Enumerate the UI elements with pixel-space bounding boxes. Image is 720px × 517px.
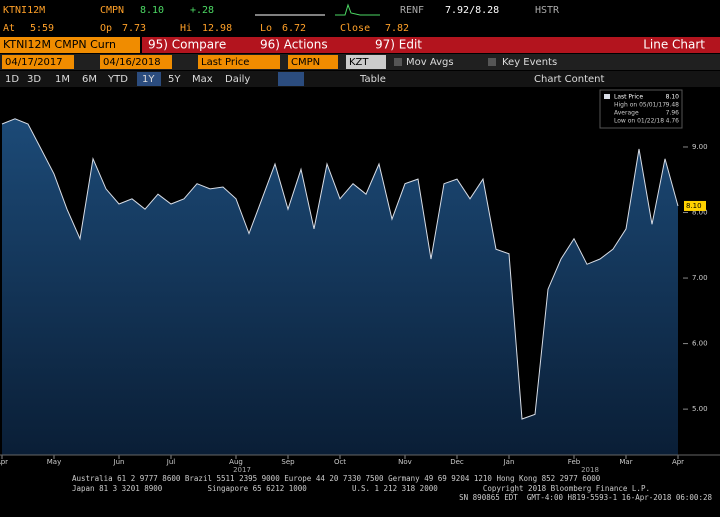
- x-tick-label: Dec: [450, 458, 464, 466]
- source: CMPN: [291, 57, 320, 68]
- price: 8.10: [140, 5, 164, 16]
- x-tick-label: Feb: [568, 458, 581, 466]
- security: KTNI12M CMPN Curn: [3, 38, 116, 51]
- hstr: HSTR: [535, 5, 560, 16]
- currency: KZT: [349, 57, 369, 68]
- x-tick-label: Aug: [229, 458, 243, 466]
- checkbox[interactable]: [488, 58, 496, 66]
- price-line: [1, 118, 679, 420]
- last-price-tag: [684, 200, 706, 211]
- change: +.28: [190, 5, 214, 16]
- key-events[interactable]: Key Events: [502, 57, 557, 68]
- field: CMPN: [100, 5, 124, 16]
- y-tick-label: 9.00: [692, 143, 708, 151]
- currency-box[interactable]: [346, 55, 386, 69]
- toolbar: [142, 37, 720, 53]
- legend-value: 8.10: [666, 94, 680, 101]
- area: [2, 118, 678, 456]
- y-tick-label: 8.00: [692, 209, 708, 217]
- footer-line: Australia 61 2 9777 8600 Brazil 5511 239…: [72, 474, 601, 483]
- hi: 12.98: [202, 23, 232, 34]
- legend-stat: High on 05/01/17: [614, 102, 666, 109]
- x-tick-label: Jun: [113, 458, 125, 466]
- footer-line: Japan 81 3 3201 8900 Singapore 65 6212 1…: [72, 484, 650, 493]
- active-period: [137, 72, 161, 86]
- end: 04/16/2018: [103, 57, 161, 68]
- legend-swatch: [604, 94, 610, 99]
- close: 7.82: [385, 23, 409, 34]
- sparkline: [335, 3, 380, 16]
- source-box[interactable]: [288, 55, 338, 69]
- period-button[interactable]: Max: [192, 74, 213, 85]
- legend-stat-value: 9.48: [666, 102, 680, 109]
- legend: [599, 89, 683, 129]
- footer-line: SN 890865 EDT GMT-4:00 H819-5593-1 16-Ap…: [459, 493, 712, 502]
- period-row: [0, 71, 720, 87]
- mov-avgs[interactable]: Mov Avgs: [406, 57, 454, 68]
- legend-stat: Average: [614, 110, 639, 117]
- start: 04/17/2017: [5, 57, 63, 68]
- y-tick-label: 7.00: [692, 274, 708, 282]
- year-label: 2017: [233, 466, 251, 474]
- x-tick-label: Jul: [166, 458, 176, 466]
- legend-stat-value: 7.96: [666, 110, 680, 117]
- lo: 6.72: [282, 23, 306, 34]
- x-tick-label: Nov: [398, 458, 412, 466]
- renf: 7.92/8.28: [445, 5, 499, 16]
- x-tick-label: Oct: [334, 458, 346, 466]
- time: 5:59: [30, 23, 54, 34]
- last-price-label: 8.10: [686, 202, 702, 210]
- security-box[interactable]: [0, 37, 140, 53]
- y-tick-label: 5.00: [692, 405, 708, 413]
- period-button[interactable]: 1D: [5, 74, 19, 85]
- x-tick-label: May: [47, 458, 61, 466]
- period-button[interactable]: 6M: [82, 74, 97, 85]
- chart-icon[interactable]: [278, 72, 304, 86]
- lo-label: Lo: [260, 23, 272, 34]
- at-label: At: [3, 23, 15, 34]
- period-button[interactable]: 5Y: [168, 74, 181, 85]
- period-button[interactable]: YTD: [107, 74, 128, 85]
- compare[interactable]: 95) Compare: [148, 38, 226, 52]
- view: Line Chart: [643, 38, 705, 52]
- legend-entry: Last Price: [614, 94, 643, 101]
- edit[interactable]: 97) Edit: [375, 38, 422, 52]
- op-label: Op: [100, 23, 112, 34]
- field-box[interactable]: [198, 55, 280, 69]
- hi-label: Hi: [180, 23, 192, 34]
- end-box[interactable]: [100, 55, 172, 69]
- x-tick-label: Apr: [0, 458, 8, 466]
- y-tick-label: 6.00: [692, 340, 708, 348]
- table[interactable]: Table: [359, 74, 386, 85]
- actions[interactable]: 96) Actions: [260, 38, 328, 52]
- year-label: 2018: [581, 466, 599, 474]
- x-tick-label: Sep: [281, 458, 295, 466]
- ticker: KTNI12M: [3, 5, 45, 16]
- field-setting: Last Price: [201, 57, 249, 68]
- close-label: Close: [340, 23, 370, 34]
- x-tick-label: Mar: [619, 458, 632, 466]
- period-button[interactable]: 3D: [27, 74, 41, 85]
- period-button[interactable]: 1Y: [142, 74, 155, 85]
- op: 7.73: [122, 23, 146, 34]
- x-tick-label: Apr: [672, 458, 684, 466]
- frequency[interactable]: Daily: [225, 74, 250, 85]
- renf-label: RENF: [400, 5, 424, 16]
- chart-content[interactable]: Chart Content: [534, 74, 605, 85]
- legend-stat-value: 4.76: [666, 118, 680, 125]
- legend-stat: Low on 01/22/18: [614, 118, 664, 125]
- start-box[interactable]: [2, 55, 74, 69]
- x-tick-label: Jan: [503, 458, 515, 466]
- checkbox[interactable]: [394, 58, 402, 66]
- period-button[interactable]: 1M: [55, 74, 70, 85]
